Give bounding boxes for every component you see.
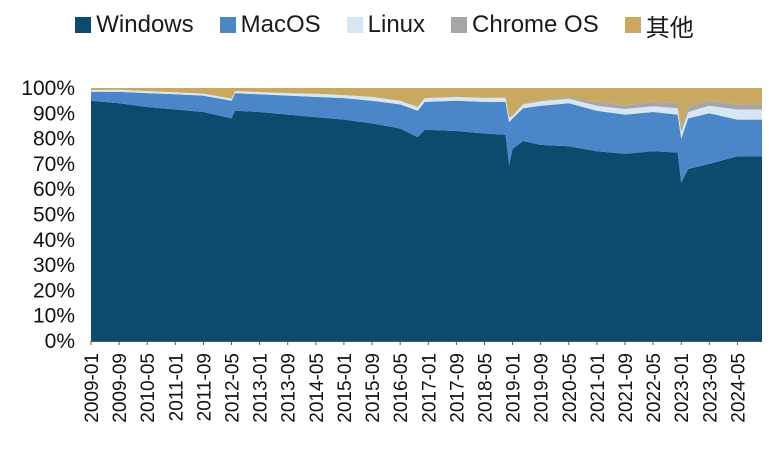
x-tick-label: 2013-01 [251,353,272,423]
x-tick-label: 2015-01 [335,353,356,423]
x-tick-label: 2023-09 [700,353,721,423]
x-tick-label: 2014-05 [307,353,328,423]
x-tick-label: 2017-01 [419,353,440,423]
legend-swatch [346,17,363,33]
legend-label: Chrome OS [472,11,599,38]
x-tick-label: 2021-09 [616,353,637,423]
x-tick-label: 2011-09 [194,353,215,421]
x-tick-label: 2018-05 [476,353,497,423]
x-tick-label: 2016-05 [391,353,412,423]
y-tick-label: 40% [33,229,75,252]
y-tick-label: 80% [33,128,75,151]
area-series-windows [91,100,762,341]
x-tick-label: 2023-01 [672,353,693,423]
legend-swatch [75,17,92,33]
y-tick-label: 90% [33,102,75,125]
y-tick-label: 100% [21,77,75,100]
legend-item-macos: MacOS [219,11,321,39]
y-tick-label: 60% [33,178,75,201]
legend-item-windows: Windows [75,11,194,39]
legend-label: MacOS [240,11,321,38]
legend-item-other: 其他 [624,8,694,43]
chart-legend: Windows MacOS Linux Chrome OS 其他 [0,8,769,42]
legend-item-linux: Linux [346,11,426,39]
area-series-other [91,88,762,128]
legend-label: Linux [367,11,426,38]
x-tick-label: 2009-09 [110,353,131,423]
x-tick-label: 2017-09 [447,353,468,423]
legend-item-chrome-os: Chrome OS [451,11,599,39]
x-tick-label: 2020-05 [560,353,581,423]
x-tick-label: 2019-09 [532,353,553,423]
x-tick-label: 2022-05 [644,353,665,423]
y-tick-label: 70% [33,153,75,176]
x-tick-label: 2011-01 [166,353,187,421]
x-tick-label: 2021-01 [588,353,609,423]
legend-swatch [624,17,641,33]
x-tick-label: 2019-01 [504,353,525,423]
x-tick-label: 2024-05 [728,353,749,423]
y-tick-label: 30% [33,254,75,277]
area-series-macos [91,91,762,183]
legend-swatch [219,17,236,33]
x-tick-label: 2015-09 [363,353,384,423]
y-tick-label: 50% [33,204,75,227]
area-series-linux [91,89,762,139]
legend-label: Windows [96,11,194,38]
y-tick-label: 10% [33,305,75,328]
legend-swatch [451,17,468,33]
x-tick-label: 2009-01 [82,353,103,423]
x-tick-label: 2013-09 [279,353,300,423]
x-tick-label: 2012-05 [223,353,244,423]
x-tick-label: 2010-05 [138,353,159,423]
legend-label: 其他 [645,14,694,42]
y-tick-label: 20% [33,279,75,302]
y-tick-label: 0% [45,330,75,353]
